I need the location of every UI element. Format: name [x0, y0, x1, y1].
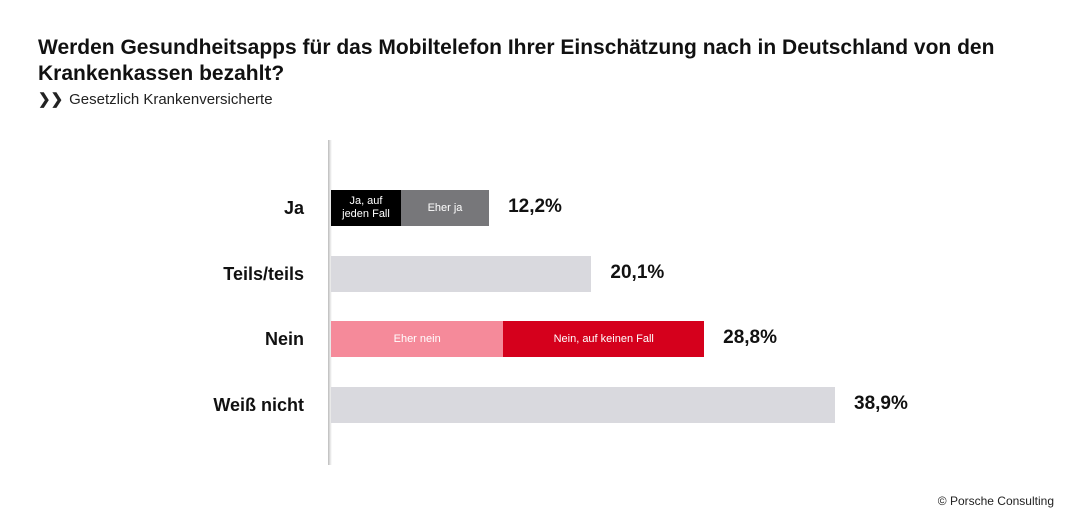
value-label: 38,9% — [854, 393, 908, 414]
segment-label: Ja, auf jeden Fall — [342, 195, 390, 220]
subtitle-text: Gesetzlich Krankenversicherte — [69, 91, 273, 108]
segment-label: Eher nein — [393, 332, 441, 345]
category-label: Nein — [264, 329, 304, 349]
chart-title: Werden Gesundheitsapps für das Mobiltele… — [38, 36, 995, 85]
bar-segment: Eher ja — [400, 190, 490, 226]
value-label: 12,2% — [508, 196, 562, 217]
bar-segment — [331, 387, 835, 423]
category-label: Weiß nicht — [213, 395, 304, 415]
double-chevron-right-icon: ❯❯ — [38, 91, 64, 108]
copyright: © Porsche Consulting — [937, 494, 1054, 508]
bar-segment — [331, 256, 592, 292]
chart-subtitle: ❯❯ Gesetzlich Krankenversicherte — [38, 90, 273, 108]
category-axis — [328, 140, 332, 465]
segment-label: Nein, auf keinen Fall — [553, 332, 654, 345]
value-label: 20,1% — [610, 262, 665, 283]
segment-label: Eher ja — [427, 201, 463, 214]
category-label: Teils/teils — [223, 264, 304, 284]
value-label: 28,8% — [723, 327, 778, 348]
category-label: Ja — [283, 198, 304, 218]
bar-segment: Ja, auf jeden Fall — [331, 190, 401, 226]
bar-segment: Nein, auf keinen Fall — [503, 321, 705, 357]
bar-segment: Eher nein — [331, 321, 504, 357]
